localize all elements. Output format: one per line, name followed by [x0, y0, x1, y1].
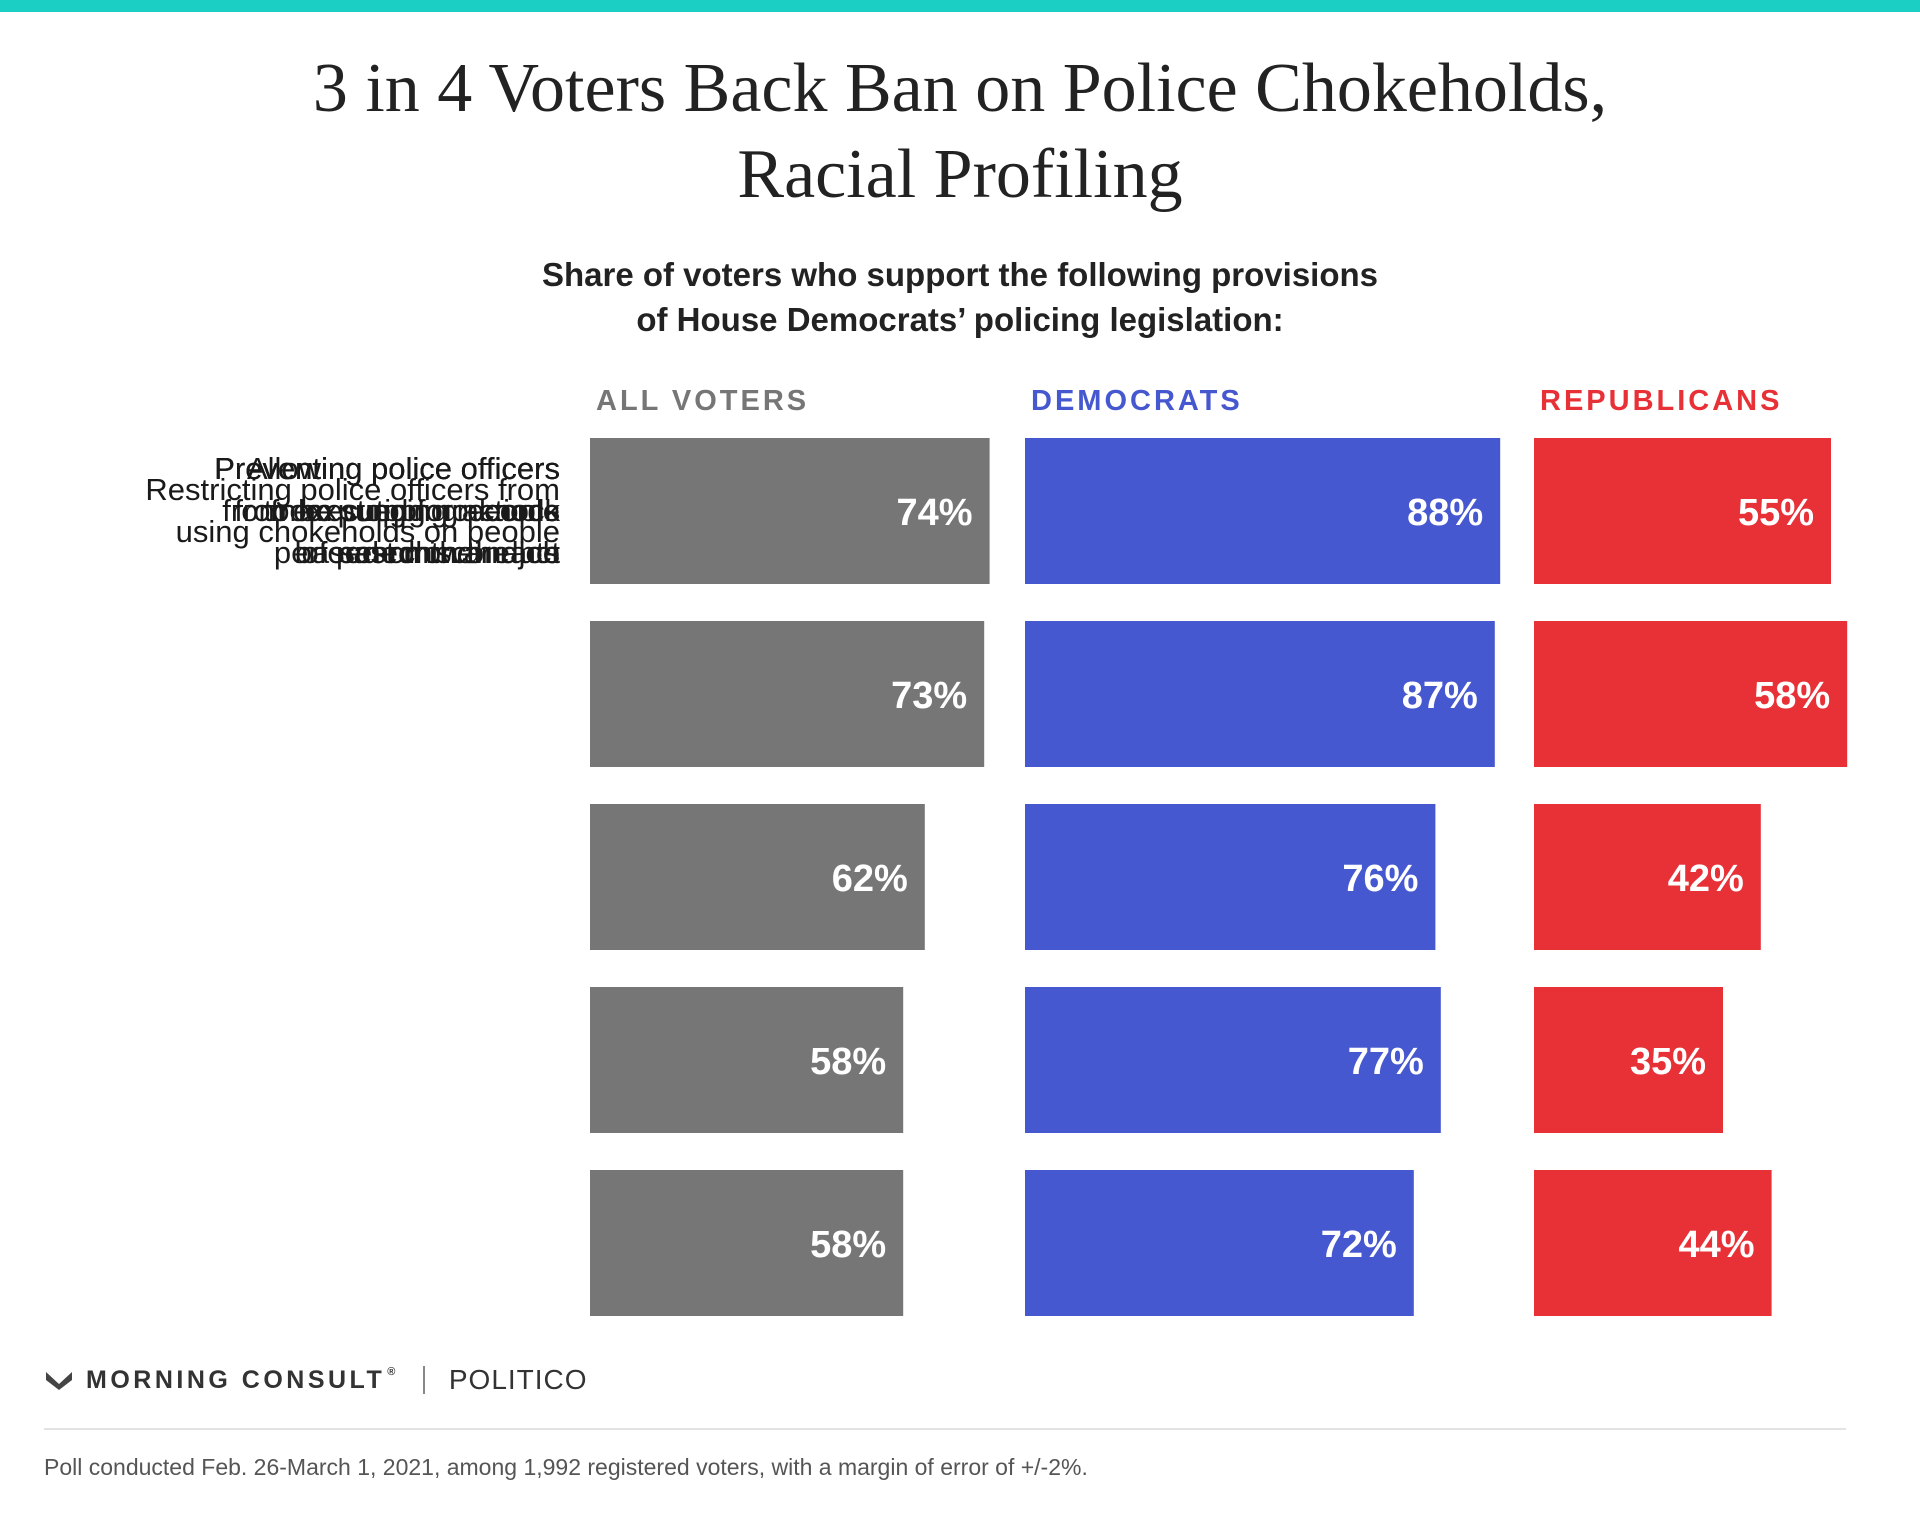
bar-value-label: 58%: [810, 1224, 886, 1266]
chart-subtitle-line-2: of House Democrats’ policing legislation…: [636, 301, 1284, 338]
bar-value-label: 88%: [1407, 492, 1483, 534]
row-label-line: from expunging records: [234, 493, 560, 528]
bar-democrats: [1025, 438, 1501, 584]
row-label-line: of past misconduct: [301, 535, 560, 570]
bar-republicans: [1534, 621, 1848, 767]
row-label: Allowing police officers to be sued for a…: [40, 448, 560, 574]
row-label-line: Preventing police officers: [214, 451, 560, 486]
bar-value-label: 58%: [810, 1041, 886, 1083]
footer-divider: [44, 1428, 1846, 1430]
bar-democrats: [1025, 804, 1436, 950]
bar-value-label: 87%: [1402, 675, 1478, 717]
footer-logo: MORNING CONSULT ® POLITICO: [44, 1364, 588, 1396]
bar-republicans: [1534, 987, 1723, 1133]
bar-value-label: 62%: [832, 858, 908, 900]
bar-value-label: 77%: [1348, 1041, 1424, 1083]
bar-all-voters: [590, 804, 925, 950]
footer-note: Poll conducted Feb. 26-March 1, 2021, am…: [44, 1454, 1088, 1480]
column-header-all-voters: ALL VOTERS: [596, 385, 810, 417]
bar-value-label: 74%: [897, 492, 973, 534]
row-label-line: search warrants: [339, 535, 560, 570]
row-label-line: based on their race: [294, 535, 560, 570]
morning-consult-logo-icon: [46, 1372, 72, 1390]
politico-brand: POLITICO: [448, 1364, 588, 1395]
chart-subtitle-line-1: Share of voters who support the followin…: [541, 256, 1379, 293]
bar-republicans: [1534, 438, 1831, 584]
chart-title-line-1: 3 in 4 Voters Back Ban on Police Chokeho…: [312, 50, 1608, 127]
bar-all-voters: [590, 1170, 904, 1316]
column-header-democrats: DEMOCRATS: [1031, 385, 1243, 417]
bar-value-label: 58%: [1754, 675, 1830, 717]
row-label-line: Allowing police officers: [246, 451, 560, 486]
bar-democrats: [1025, 1170, 1414, 1316]
bar-value-label: 42%: [1668, 858, 1744, 900]
row-label-line: Restricting police officers from: [145, 472, 560, 507]
bar-chart: 74% 73% 62% 58% 58% 88% 87% 76% 77% 72% 55% 58% 42% 3…: [590, 438, 1848, 1316]
bar-all-voters: [590, 438, 990, 584]
morning-consult-brand: MORNING CONSULT ®: [86, 1365, 399, 1394]
chart-title: 3 in 4 Voters Back Ban on Police Chokeho…: [0, 46, 1920, 218]
bar-all-voters: [590, 621, 985, 767]
chart-subtitle: Share of voters who support the followin…: [0, 252, 1920, 342]
bar-value-label: 35%: [1630, 1041, 1706, 1083]
bar-republicans: [1534, 804, 1761, 950]
row-label-line: from executing no-knock: [222, 493, 560, 528]
footer-separator: [422, 1366, 425, 1394]
row-label-line: using chokeholds on people: [175, 514, 560, 549]
bar-value-label: 73%: [891, 675, 967, 717]
row-label-line: performed on the job: [273, 535, 560, 570]
bar-value-label: 44%: [1679, 1224, 1755, 1266]
row-label: Preventing police officers from stopping …: [40, 448, 560, 574]
bar-value-label: 76%: [1342, 858, 1418, 900]
bar-value-label: 55%: [1738, 492, 1814, 534]
row-label-line: Preventing police officers: [214, 451, 560, 486]
row-label-line: Preventing police officers: [214, 451, 560, 486]
bar-democrats: [1025, 621, 1495, 767]
bar-democrats: [1025, 987, 1441, 1133]
chart-title-line-2: Racial Profiling: [737, 136, 1183, 213]
row-label: Restricting police officers from using ch…: [40, 469, 560, 553]
column-header-republicans: REPUBLICANS: [1540, 385, 1783, 417]
accent-bar: [0, 0, 1920, 12]
row-label: Preventing police officers from expunging…: [40, 448, 560, 574]
row-label-line: from stopping people: [270, 493, 560, 528]
row-label: Preventing police officers from executing…: [40, 448, 560, 574]
bar-all-voters: [590, 987, 904, 1133]
bar-value-label: 72%: [1321, 1224, 1397, 1266]
bar-republicans: [1534, 1170, 1772, 1316]
row-label-line: to be sued for actions: [263, 493, 560, 528]
